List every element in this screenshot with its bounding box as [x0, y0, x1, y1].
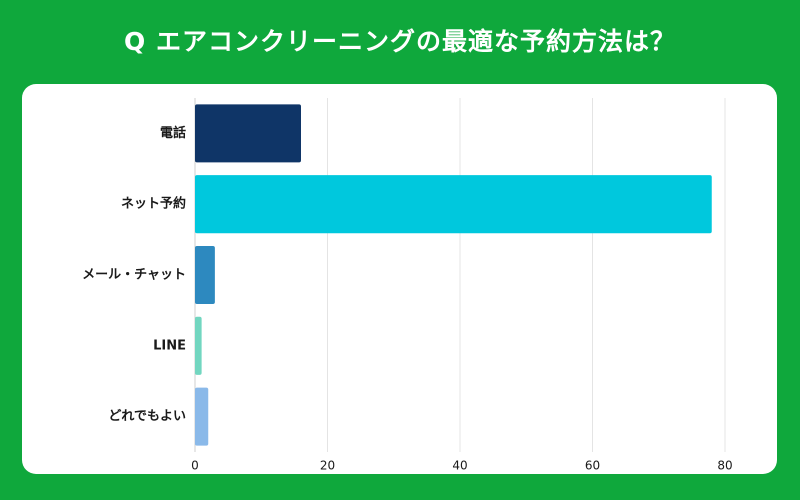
bars — [195, 104, 712, 446]
category-label-0: 電話 — [160, 125, 186, 141]
x-tick-labels: 0 20 40 60 80 — [191, 459, 732, 473]
chart-title: Q エアコンクリーニングの最適な予約方法は？ — [124, 27, 676, 56]
x-tick-label-0: 0 — [191, 459, 199, 473]
bar-4 — [195, 387, 209, 446]
x-tick-label-20: 20 — [320, 459, 335, 473]
x-tick-label-80: 80 — [717, 459, 732, 473]
x-tick-label-40: 40 — [452, 459, 467, 473]
chart-card — [22, 84, 777, 474]
category-label-1: ネット予約 — [121, 196, 186, 212]
bar-0 — [195, 104, 301, 163]
category-label-3: LINE — [153, 338, 186, 353]
category-label-4: どれでもよい — [108, 409, 186, 424]
bar-2 — [195, 245, 215, 305]
bar-3 — [195, 316, 202, 375]
bar-1 — [195, 175, 712, 234]
x-tick-label-60: 60 — [585, 459, 600, 473]
category-label-2: メール・チャット — [82, 268, 186, 283]
